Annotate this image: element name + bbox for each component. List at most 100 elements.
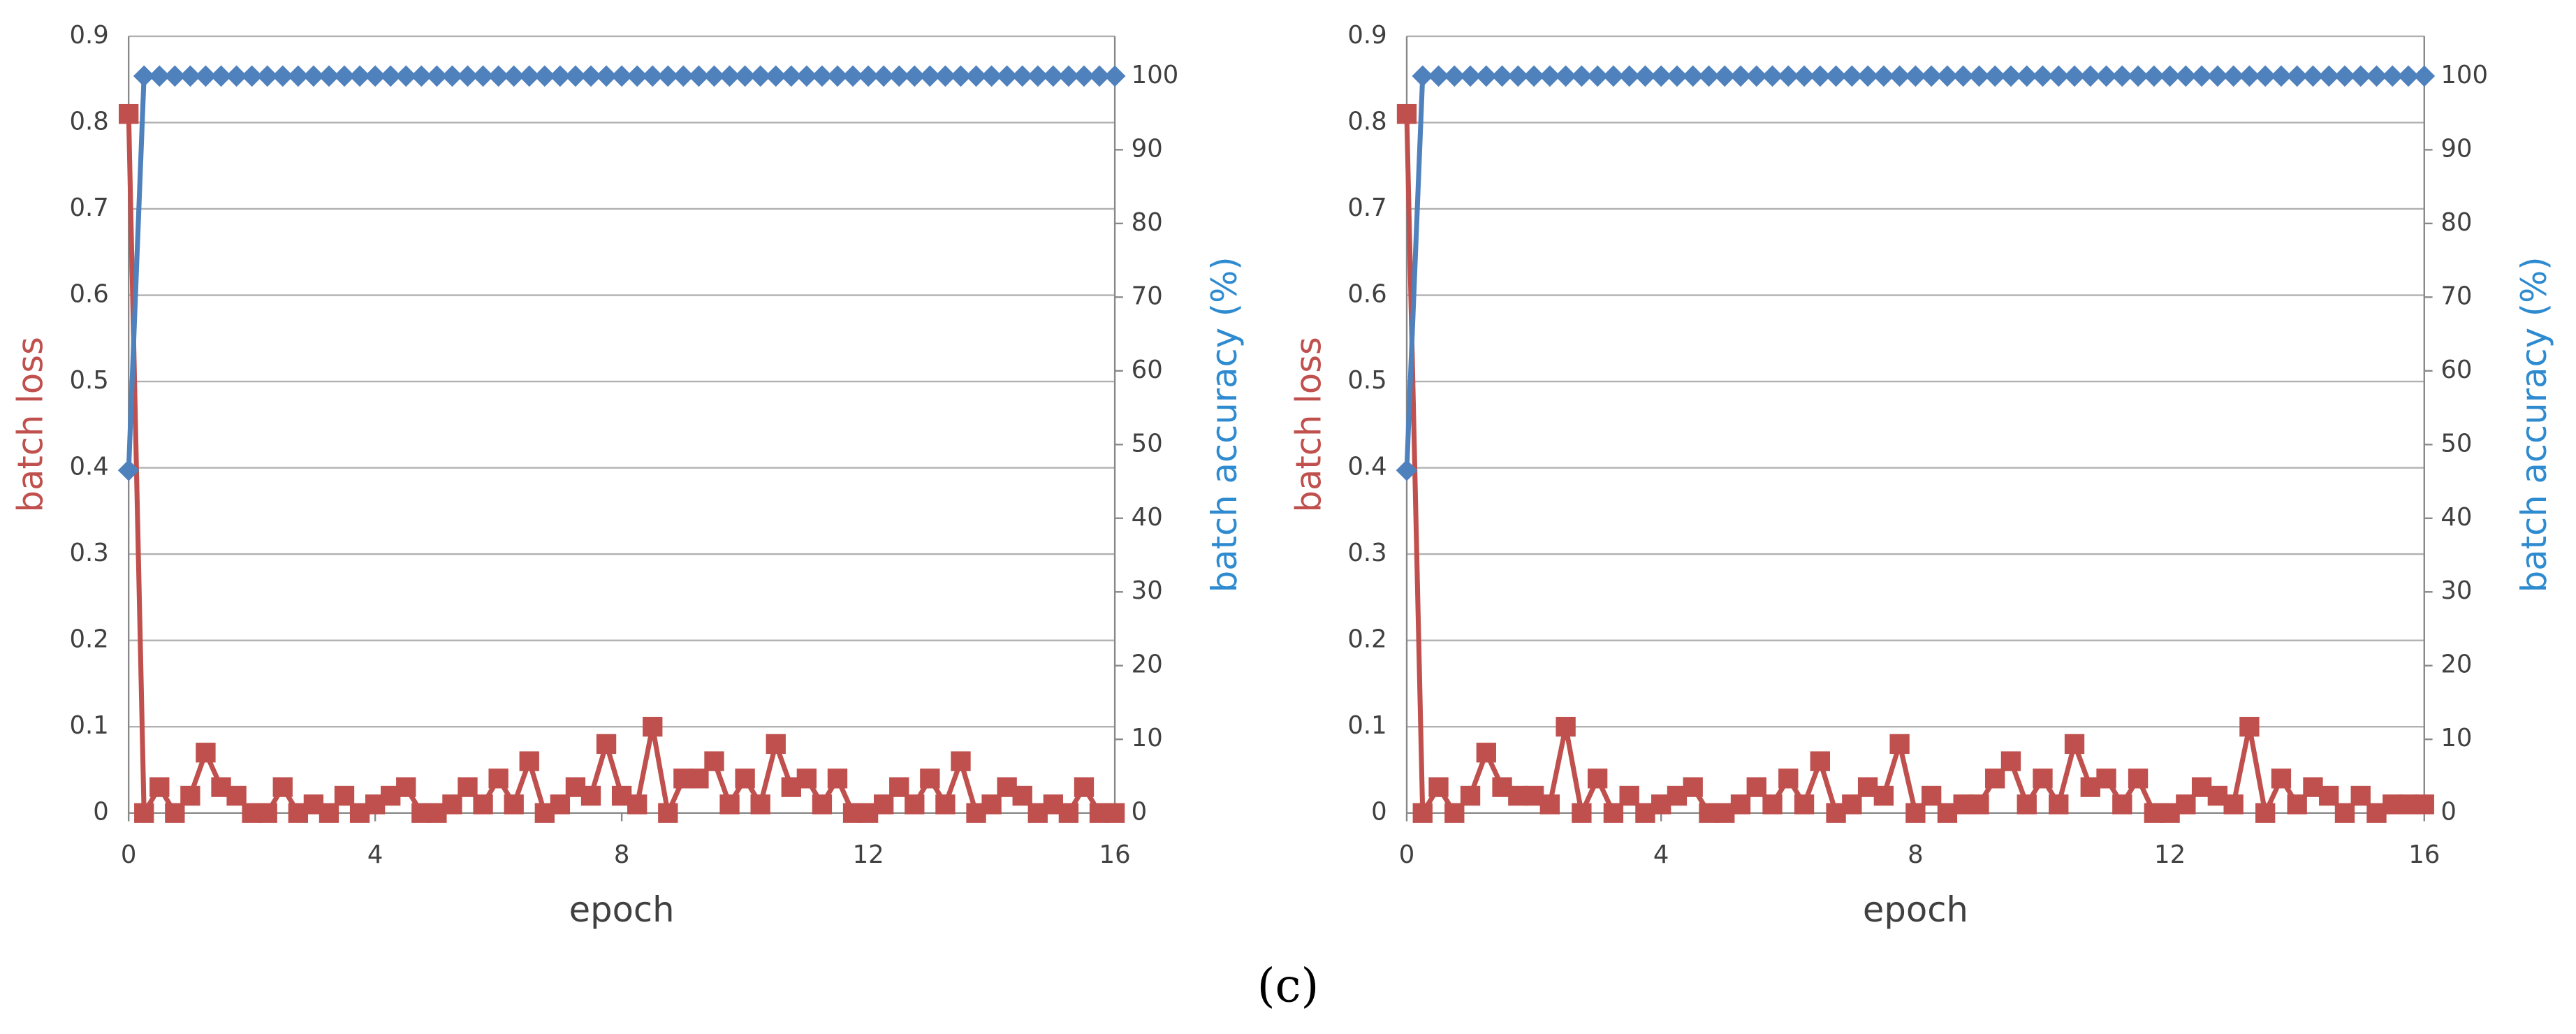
x-tick-label: 16	[2408, 840, 2440, 869]
marker	[2033, 769, 2053, 789]
marker	[2302, 65, 2324, 87]
marker	[1969, 794, 1989, 815]
marker	[1619, 785, 1639, 806]
marker	[1459, 65, 1481, 87]
marker	[2207, 65, 2229, 87]
marker	[1012, 785, 1032, 806]
marker	[241, 65, 263, 87]
marker	[534, 65, 556, 87]
y-tick-label: 0.7	[1347, 194, 1386, 222]
marker	[627, 794, 647, 815]
y-tick-label: 0.6	[1347, 280, 1386, 309]
x-axis-title: epoch	[569, 889, 675, 930]
marker	[2017, 794, 2037, 815]
marker	[256, 65, 279, 87]
marker	[488, 769, 508, 789]
marker	[1730, 794, 1751, 815]
marker	[657, 65, 679, 87]
y2-tick-label: 70	[2440, 282, 2472, 310]
marker	[226, 65, 247, 87]
marker	[272, 777, 293, 797]
marker	[719, 65, 740, 87]
marker	[1810, 751, 1830, 771]
marker	[688, 65, 710, 87]
marker	[319, 803, 339, 823]
marker	[811, 65, 833, 87]
marker	[1984, 65, 2006, 87]
y2-tick-label: 50	[1132, 429, 1163, 458]
marker	[287, 65, 309, 87]
marker	[226, 785, 247, 806]
y-tick-label: 0.1	[70, 711, 109, 740]
marker	[2414, 794, 2434, 815]
marker	[1396, 459, 1418, 481]
marker	[1586, 65, 1609, 87]
marker	[180, 65, 201, 87]
marker	[2063, 65, 2086, 87]
marker	[1058, 65, 1080, 87]
y2-tick-label: 70	[1132, 282, 1163, 310]
marker	[1618, 65, 1641, 87]
marker	[2319, 785, 2339, 806]
marker	[1729, 65, 1752, 87]
marker	[1104, 65, 1126, 87]
marker	[965, 65, 987, 87]
marker	[1889, 65, 1910, 87]
marker	[503, 65, 525, 87]
marker	[1793, 65, 1815, 87]
y-tick-label: 0	[1371, 798, 1387, 827]
marker	[564, 65, 587, 87]
x-tick-label: 0	[121, 840, 137, 869]
marker	[1523, 65, 1545, 87]
y2-tick-label: 80	[2440, 208, 2472, 237]
marker	[1428, 65, 1449, 87]
x-tick-label: 4	[1653, 840, 1669, 869]
y2-tick-label: 0	[1132, 798, 1148, 827]
marker	[1587, 769, 1608, 789]
marker	[2112, 794, 2132, 815]
marker	[458, 777, 478, 797]
marker	[935, 65, 956, 87]
marker	[905, 794, 925, 815]
marker	[1634, 65, 1656, 87]
marker	[658, 803, 678, 823]
caption: (c)	[1257, 959, 1319, 1012]
marker	[1074, 777, 1095, 797]
marker	[302, 65, 325, 87]
marker	[935, 794, 956, 815]
marker	[2334, 65, 2356, 87]
marker	[2286, 65, 2308, 87]
marker	[1683, 777, 1703, 797]
y2-tick-label: 60	[2440, 356, 2472, 384]
y2-tick-label: 40	[1132, 503, 1163, 532]
marker	[2318, 65, 2340, 87]
marker	[2159, 65, 2181, 87]
marker	[2047, 65, 2070, 87]
marker	[827, 769, 848, 789]
marker	[165, 803, 185, 823]
marker	[1412, 65, 1434, 87]
marker	[2397, 65, 2420, 87]
marker	[920, 769, 940, 789]
marker	[2239, 717, 2260, 737]
marker	[1666, 65, 1688, 87]
marker	[750, 794, 770, 815]
marker	[889, 777, 909, 797]
marker	[1762, 65, 1783, 87]
y-tick-label: 0.2	[70, 625, 109, 654]
marker	[349, 65, 371, 87]
marker	[1873, 65, 1895, 87]
marker	[1475, 65, 1498, 87]
marker	[2239, 65, 2260, 87]
marker	[2334, 803, 2355, 823]
marker	[1058, 803, 1079, 823]
marker	[749, 65, 772, 87]
marker	[2111, 65, 2133, 87]
x-tick-label: 8	[614, 840, 630, 869]
marker	[1985, 769, 2005, 789]
marker	[719, 794, 740, 815]
y2-tick-label: 100	[2440, 61, 2488, 89]
marker	[472, 65, 494, 87]
